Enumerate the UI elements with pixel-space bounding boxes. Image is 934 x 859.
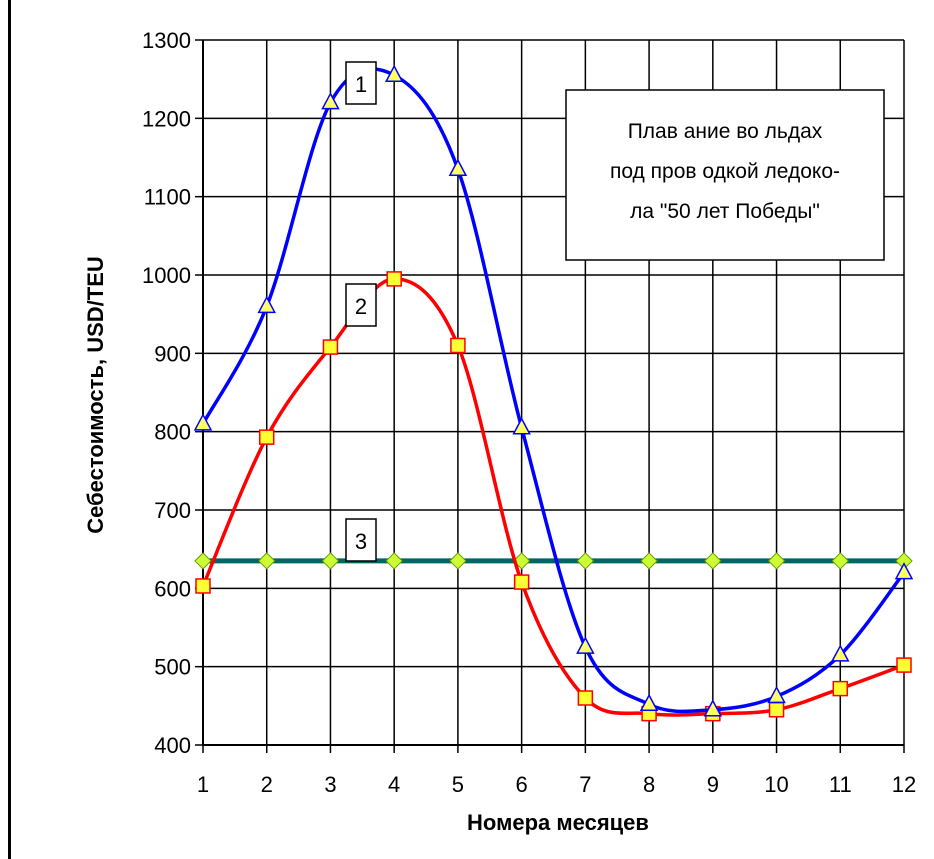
series-1: [193, 64, 914, 717]
series-3-point: [194, 552, 212, 570]
series-1-point: [257, 295, 276, 314]
x-axis-title: Номера месяцев: [467, 810, 649, 835]
y-tick-label: 600: [154, 576, 191, 601]
x-tick-label: 11: [829, 772, 852, 797]
x-tick-labels: 1 2 3 4 5 6 7 8 9 10 11 12: [197, 772, 916, 797]
series-3-point: [831, 552, 849, 570]
x-tick-label: 12: [892, 772, 916, 797]
series-3-point: [767, 552, 786, 570]
series-3-point: [576, 552, 595, 570]
y-tick-label: 900: [154, 341, 191, 366]
series-2-callout-box: [345, 283, 377, 327]
left-border-line: [8, 0, 11, 859]
series-3-point: [258, 552, 276, 570]
annotation-line-2: под пров одкой ледоко-: [610, 160, 840, 183]
series-layer: [193, 64, 914, 722]
series-3-point: [704, 552, 722, 570]
y-tick-label: 1100: [144, 185, 191, 210]
series-3-point: [640, 552, 658, 570]
series-1-point: [639, 693, 659, 712]
annotation-box-frame: [565, 89, 885, 261]
series-1-point: [576, 636, 595, 654]
series-2-point: [195, 578, 211, 594]
x-tick-label: 10: [764, 772, 788, 797]
series-1-point: [512, 417, 531, 435]
series-2-point: [513, 574, 530, 590]
series-1-callout: 1: [345, 61, 377, 105]
series-1-point: [767, 685, 786, 704]
y-tick-label: 500: [154, 655, 191, 680]
y-axis-title: Себестоимость, USD/TEU: [83, 256, 108, 534]
y-tick-label: 800: [154, 420, 191, 445]
series-3-callout-text: 3: [355, 529, 367, 554]
x-tick-label: 6: [516, 772, 528, 797]
x-tick-label: 3: [324, 772, 336, 797]
series-3-callout: 3: [345, 518, 377, 562]
series-1-point: [831, 644, 850, 662]
series-1-point: [703, 699, 723, 717]
series-1-point: [321, 92, 340, 110]
series-3-callout-box: [345, 518, 377, 562]
series-2-point: [832, 680, 849, 697]
annotation-line-1: Плав ание во льдах: [628, 120, 823, 143]
x-tick-label: 9: [707, 772, 719, 797]
series-2-point: [577, 690, 594, 706]
series-2-callout-text: 2: [355, 294, 367, 319]
series-1-point: [894, 562, 914, 580]
series-2-point: [768, 702, 785, 718]
annotation-line-3: ла "50 лет Победы": [630, 200, 820, 223]
x-tick-label: 2: [261, 772, 273, 797]
series-3: [194, 552, 913, 570]
x-tick-label: 8: [643, 772, 655, 797]
y-tick-label: 400: [154, 733, 191, 758]
series-2-point: [322, 339, 339, 355]
y-tick-label: 1200: [142, 106, 191, 131]
x-tick-label: 7: [579, 772, 591, 797]
series-1-point: [448, 158, 468, 176]
series-2-point: [450, 337, 466, 354]
series-3-point: [385, 552, 403, 570]
series-3-point: [321, 552, 340, 570]
y-tick-label: 1300: [142, 28, 191, 53]
series-2-callout: 2: [345, 283, 377, 327]
series-2-point: [896, 657, 912, 673]
series-1-point: [193, 413, 213, 431]
annotation-box: Плав ание во льдах под пров одкой ледоко…: [565, 89, 885, 261]
series-3-point: [449, 552, 467, 570]
series-2-point: [386, 271, 402, 287]
x-tick-label: 1: [197, 772, 209, 797]
y-tick-label: 700: [154, 498, 191, 523]
series-1-callout-box: [345, 61, 377, 105]
x-tick-label: 4: [388, 772, 400, 797]
series-1-callout-text: 1: [355, 72, 367, 97]
series-1-point: [384, 64, 404, 82]
series-2-point: [258, 429, 275, 445]
y-tick-labels: 400 500 600 700 800 900 1000 1100 1200 1300: [142, 28, 191, 758]
y-tick-label: 1000: [142, 263, 191, 288]
x-tick-label: 5: [452, 772, 464, 797]
